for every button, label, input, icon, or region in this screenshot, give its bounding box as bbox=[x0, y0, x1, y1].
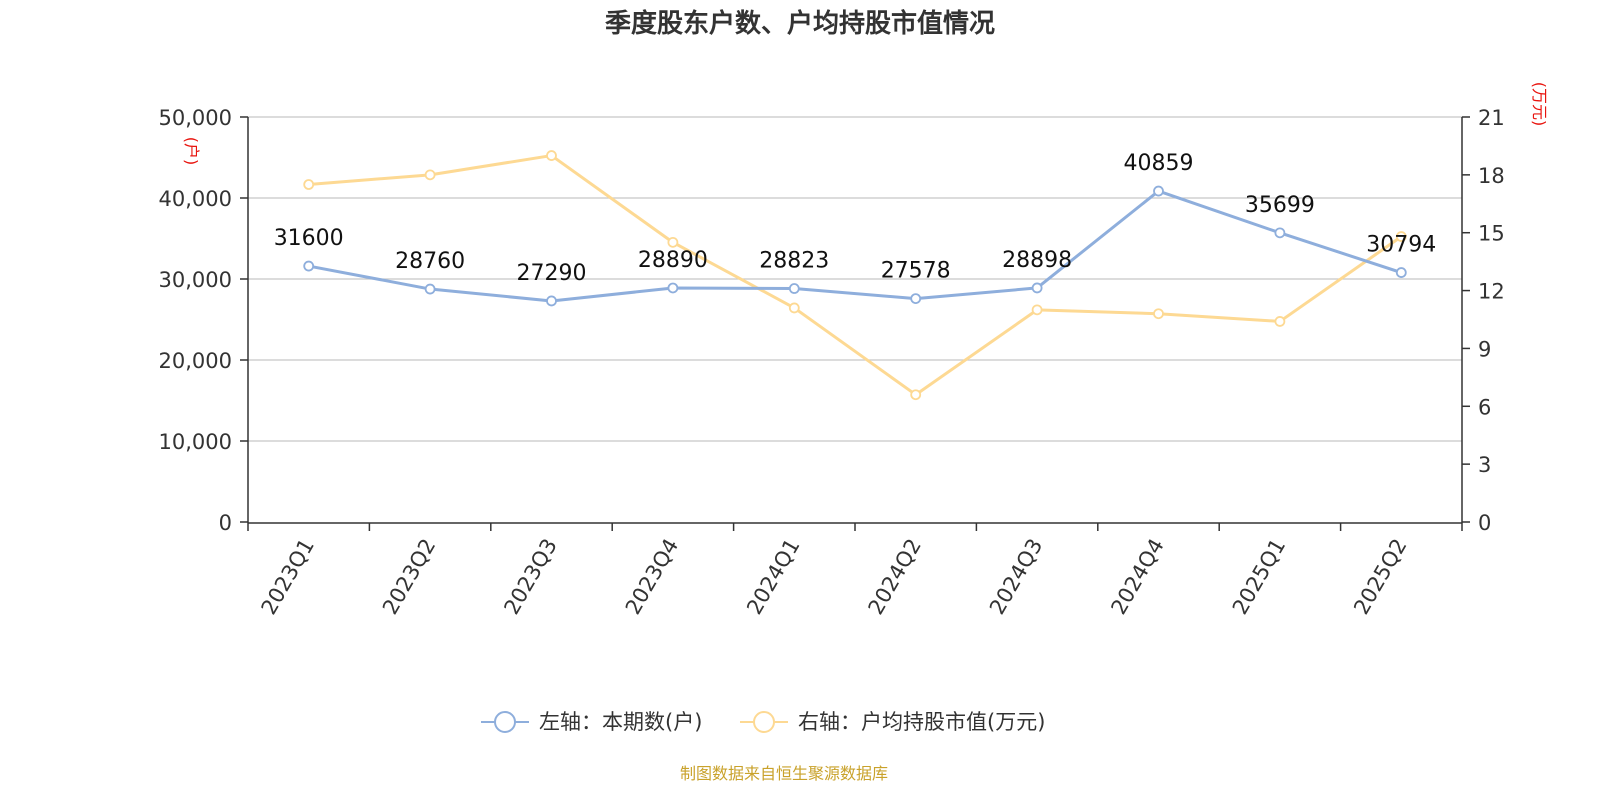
data-label: 31600 bbox=[274, 226, 344, 251]
x-tick-label: 2023Q2 bbox=[378, 535, 440, 619]
series-right-point bbox=[1031, 304, 1043, 316]
left-tick-label: 20,000 bbox=[159, 349, 232, 373]
right-tick-label: 18 bbox=[1478, 164, 1505, 188]
left-tick-label: 0 bbox=[219, 511, 232, 535]
series-left-point bbox=[424, 283, 436, 295]
series-right-point bbox=[1153, 308, 1164, 320]
source-note: 制图数据来自恒生聚源数据库 bbox=[680, 764, 888, 783]
data-label: 28898 bbox=[1002, 248, 1072, 273]
legend-item-left[interactable]: 左轴：本期数(户) bbox=[481, 710, 702, 734]
right-tick-label: 0 bbox=[1478, 511, 1491, 535]
legend-label-right: 右轴：户均持股市值(万元) bbox=[798, 710, 1045, 734]
x-tick-label: 2024Q3 bbox=[985, 535, 1047, 619]
series-right-point bbox=[667, 236, 679, 248]
series-left-point bbox=[546, 295, 557, 307]
data-label: 27578 bbox=[881, 259, 951, 284]
series-right-point bbox=[1395, 231, 1407, 242]
x-tick-label: 2023Q1 bbox=[257, 535, 319, 619]
series-right-point bbox=[303, 179, 315, 190]
left-tick-label: 50,000 bbox=[159, 106, 232, 130]
series-left-holders bbox=[303, 185, 1407, 307]
series-left-point bbox=[788, 283, 800, 294]
series-right-point bbox=[546, 150, 557, 161]
x-tick-label: 2023Q3 bbox=[499, 535, 561, 619]
series-right-line bbox=[308, 154, 1403, 397]
legend-marker-right bbox=[753, 711, 775, 733]
series-left-point bbox=[1395, 267, 1407, 278]
series-left-point bbox=[1153, 185, 1164, 197]
chart-title: 季度股东户数、户均持股市值情况 bbox=[605, 8, 995, 39]
left-tick-label: 30,000 bbox=[159, 268, 232, 292]
right-tick-label: 6 bbox=[1478, 395, 1491, 419]
right-axis-unit-label: (万元) bbox=[1530, 82, 1549, 127]
left-axis-unit-label: (户) bbox=[182, 137, 201, 166]
data-labels: 31600 28760 27290 28890 28823 27578 28898 40859… bbox=[274, 151, 1437, 286]
right-tick-label: 12 bbox=[1478, 280, 1505, 304]
data-label: 28760 bbox=[395, 249, 465, 274]
series-right-point bbox=[788, 302, 800, 314]
x-axis-ticks: 2023Q1 2023Q2 2023Q3 2023Q4 2024Q1 2024Q2 2024… bbox=[247, 523, 1463, 619]
x-tick-label: 2025Q2 bbox=[1349, 535, 1411, 619]
x-tick-label: 2023Q4 bbox=[621, 535, 683, 619]
series-left-point bbox=[303, 260, 315, 272]
right-axis-ticks: 0 3 6 9 12 15 18 21 bbox=[1462, 106, 1505, 535]
right-tick-label: 9 bbox=[1478, 337, 1491, 361]
series-right-point bbox=[1274, 316, 1286, 327]
left-axis-ticks: 0 10,000 20,000 30,000 40,000 50,000 bbox=[159, 106, 248, 535]
left-tick-label: 10,000 bbox=[159, 430, 232, 454]
data-label: 27290 bbox=[517, 261, 587, 286]
right-tick-label: 15 bbox=[1478, 222, 1505, 246]
legend-item-right[interactable]: 右轴：户均持股市值(万元) bbox=[740, 710, 1045, 734]
x-tick-label: 2025Q1 bbox=[1228, 535, 1290, 619]
legend-marker-left bbox=[494, 711, 516, 733]
x-tick-label: 2024Q2 bbox=[864, 535, 926, 619]
series-left-point bbox=[1031, 282, 1043, 294]
right-tick-label: 21 bbox=[1478, 106, 1505, 130]
data-label: 28823 bbox=[759, 249, 829, 274]
data-label: 30794 bbox=[1366, 233, 1436, 258]
series-right-point bbox=[910, 389, 922, 401]
x-tick-label: 2024Q1 bbox=[742, 535, 804, 619]
data-label: 40859 bbox=[1124, 151, 1194, 176]
grid-lines bbox=[248, 116, 1462, 442]
series-left-point bbox=[910, 293, 922, 305]
data-label: 35699 bbox=[1245, 193, 1315, 218]
legend-label-left: 左轴：本期数(户) bbox=[539, 710, 702, 734]
series-right-point bbox=[424, 169, 436, 181]
series-left-point bbox=[1274, 227, 1286, 239]
data-label: 28890 bbox=[638, 248, 708, 273]
legend[interactable]: 左轴：本期数(户) 右轴：户均持股市值(万元) bbox=[481, 710, 1045, 734]
series-left-line bbox=[308, 189, 1402, 303]
left-tick-label: 40,000 bbox=[159, 187, 232, 211]
series-left-point bbox=[667, 282, 679, 294]
right-tick-label: 3 bbox=[1478, 453, 1491, 477]
x-tick-label: 2024Q4 bbox=[1106, 535, 1168, 619]
series-right-value bbox=[303, 150, 1407, 401]
